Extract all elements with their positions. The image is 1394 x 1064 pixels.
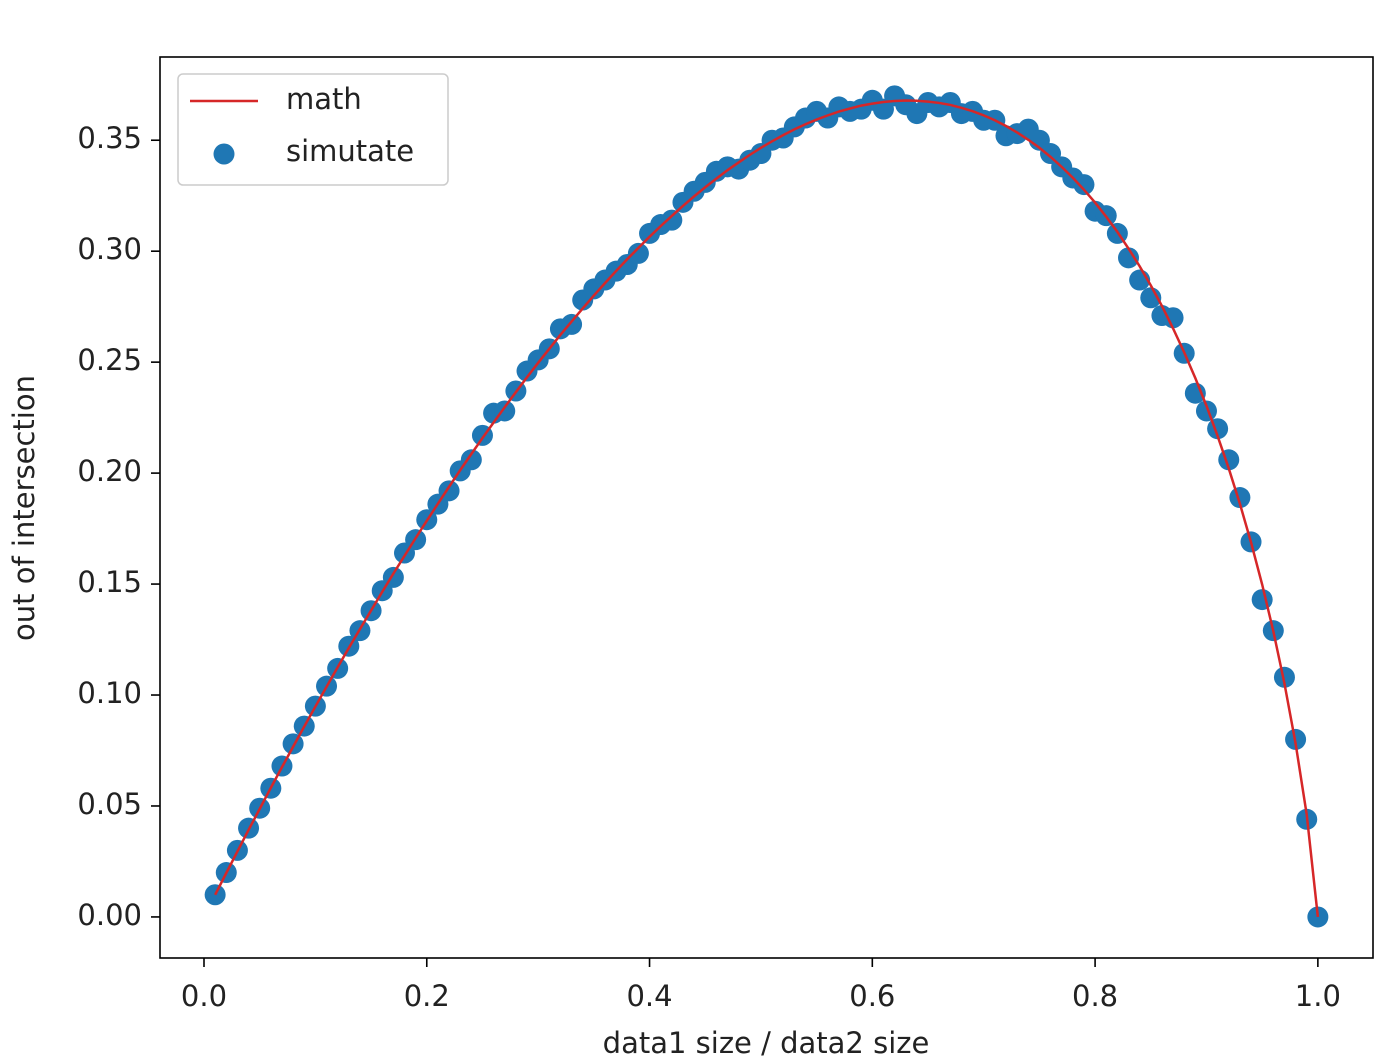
x-tick-label: 0.4 [626, 979, 672, 1013]
y-tick-label: 0.30 [77, 232, 142, 266]
scatter-point [661, 209, 683, 231]
legend-label: math [286, 82, 362, 116]
y-tick-label: 0.35 [77, 121, 142, 155]
x-tick-label: 0.0 [181, 979, 227, 1013]
scatter-point [282, 733, 304, 755]
legend-marker [213, 143, 235, 165]
x-tick-label: 0.2 [404, 979, 450, 1013]
scatter-point [1229, 487, 1251, 509]
scatter-point [460, 449, 482, 471]
math-line [214, 99, 1320, 918]
x-tick-label: 0.8 [1072, 979, 1118, 1013]
x-axis-label: data1 size / data2 size [603, 1026, 930, 1060]
scatter-point [1251, 589, 1273, 611]
y-tick-label: 0.05 [77, 787, 142, 821]
scatter-point [1195, 400, 1217, 422]
scatter-point [1118, 247, 1140, 269]
x-tick-label: 1.0 [1295, 979, 1341, 1013]
scatter-point [1273, 666, 1295, 688]
scatter-point [627, 242, 649, 264]
y-axis-label: out of intersection [7, 375, 41, 641]
legend-label: simutate [286, 134, 414, 168]
plot-frame [159, 56, 1374, 959]
scatter-point [1073, 174, 1095, 196]
y-tick-label: 0.10 [77, 676, 142, 710]
y-tick-label: 0.00 [77, 898, 142, 932]
x-tick-label: 0.6 [849, 979, 895, 1013]
scatter-point [1162, 307, 1184, 329]
y-tick-label: 0.20 [77, 454, 142, 488]
y-tick-label: 0.15 [77, 565, 142, 599]
y-tick-label: 0.25 [77, 343, 142, 377]
